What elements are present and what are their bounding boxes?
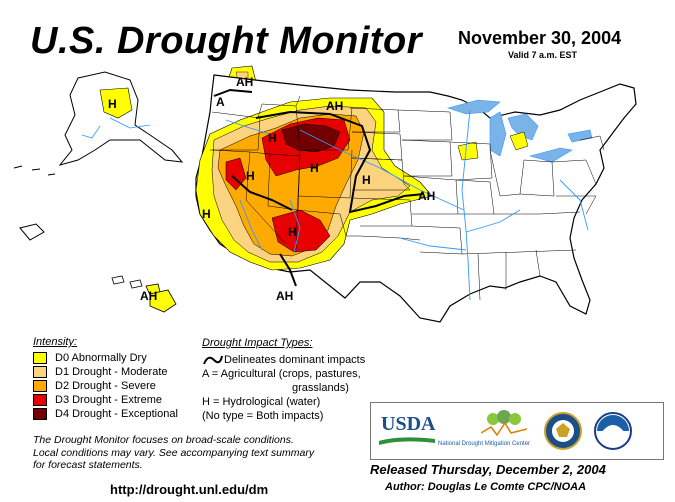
d3-swatch [33, 394, 47, 406]
legend-label-d0: D0 Abnormally Dry [55, 352, 147, 364]
label-h-idaho: H [268, 131, 277, 145]
label-h-nevada: H [246, 169, 255, 183]
legend-label-d2: D2 Drought - Severe [55, 380, 156, 392]
legend-label-d1: D1 Drought - Moderate [55, 366, 168, 378]
valid-time: Valid 7 a.m. EST [508, 50, 578, 60]
label-ah-alaska: AH [236, 75, 253, 89]
legend-item-d0: D0 Abnormally Dry [33, 351, 178, 365]
southwest-d3-area [271, 209, 331, 253]
legend-item-d2: D2 Drought - Severe [33, 379, 178, 393]
label-h-colorado: H [288, 225, 297, 239]
ndmc-tree-icon [481, 410, 527, 437]
author-credit: Author: Douglas Le Comte CPC/NOAA [385, 481, 587, 493]
hawaii-region [111, 275, 177, 313]
alaska-d0-area [99, 87, 133, 119]
great-lakes [446, 99, 593, 163]
note-line-1: The Drought Monitor focuses on broad-sca… [33, 434, 294, 446]
impact-a-line2: grasslands) [292, 382, 349, 394]
label-h-nebraska: H [362, 173, 371, 187]
label-ah-newmexico: AH [276, 289, 293, 303]
legend-label-d3: D3 Drought - Extreme [55, 394, 162, 406]
wisconsin-d0-area [457, 141, 479, 161]
impact-line-label: Delineates dominant impacts [224, 354, 366, 366]
d4-swatch [33, 408, 47, 420]
release-date: Released Thursday, December 2, 2004 [370, 462, 606, 477]
impact-line-item: Delineates dominant impacts [202, 353, 365, 367]
intensity-legend: Intensity: D0 Abnormally Dry D1 Drought … [33, 336, 178, 421]
label-h-california: H [202, 207, 211, 221]
label-h-wyoming: H [310, 161, 319, 175]
usda-logo: USDA [381, 413, 436, 435]
disclaimer-note: The Drought Monitor focuses on broad-sca… [33, 434, 314, 472]
big-island-d0-area [149, 289, 177, 313]
impact-lines [213, 88, 425, 287]
legend-item-d4: D4 Drought - Exceptional [33, 407, 178, 421]
noaa-logo-icon [594, 412, 632, 450]
legend-label-d4: D4 Drought - Exceptional [55, 408, 178, 420]
note-line-2: Local conditions may vary. See accompany… [33, 446, 315, 459]
d2-swatch [33, 380, 47, 392]
impact-a-line1: A = Agricultural (crops, pastures, [202, 368, 361, 380]
label-h-alaska: H [108, 97, 117, 111]
ndmc-logo-text: National Drought Mitigation Center [438, 441, 531, 447]
impact-heading: Drought Impact Types: [202, 337, 313, 349]
map-title: U.S. Drought Monitor [30, 20, 423, 62]
label-ah-nebraska: AH [418, 189, 435, 203]
map-date: November 30, 2004 [458, 28, 622, 48]
rivers [225, 109, 589, 301]
intensity-heading: Intensity: [33, 336, 78, 348]
drought-map: AH A H AH H H H H H H AH AH AH [13, 65, 637, 323]
label-ah-montana: AH [326, 99, 343, 113]
commerce-seal-icon [544, 412, 582, 450]
impact-line-icon [203, 355, 223, 365]
note-line-3: for forecast statements. [33, 459, 143, 471]
legend-item-d1: D1 Drought - Moderate [33, 365, 178, 379]
partner-logos: USDA National Drought Mitigation Center [370, 402, 664, 460]
impact-h-label: H = Hydrological (water) [202, 396, 321, 408]
usda-swoosh-icon [379, 437, 435, 445]
michigan-d0-area [509, 131, 529, 151]
website-url[interactable]: http://drought.unl.edu/dm [110, 482, 269, 497]
state-boundaries [210, 95, 605, 301]
d1-swatch [33, 366, 47, 378]
impact-legend: Drought Impact Types: Delineates dominan… [202, 336, 365, 423]
label-a-alaska: A [216, 95, 225, 109]
legend-item-d3: D3 Drought - Extreme [33, 393, 178, 407]
label-ah-hawaii: AH [140, 289, 157, 303]
impact-none-label: (No type = Both impacts) [202, 410, 324, 422]
west-d4-area [281, 123, 341, 153]
d0-swatch [33, 352, 47, 364]
